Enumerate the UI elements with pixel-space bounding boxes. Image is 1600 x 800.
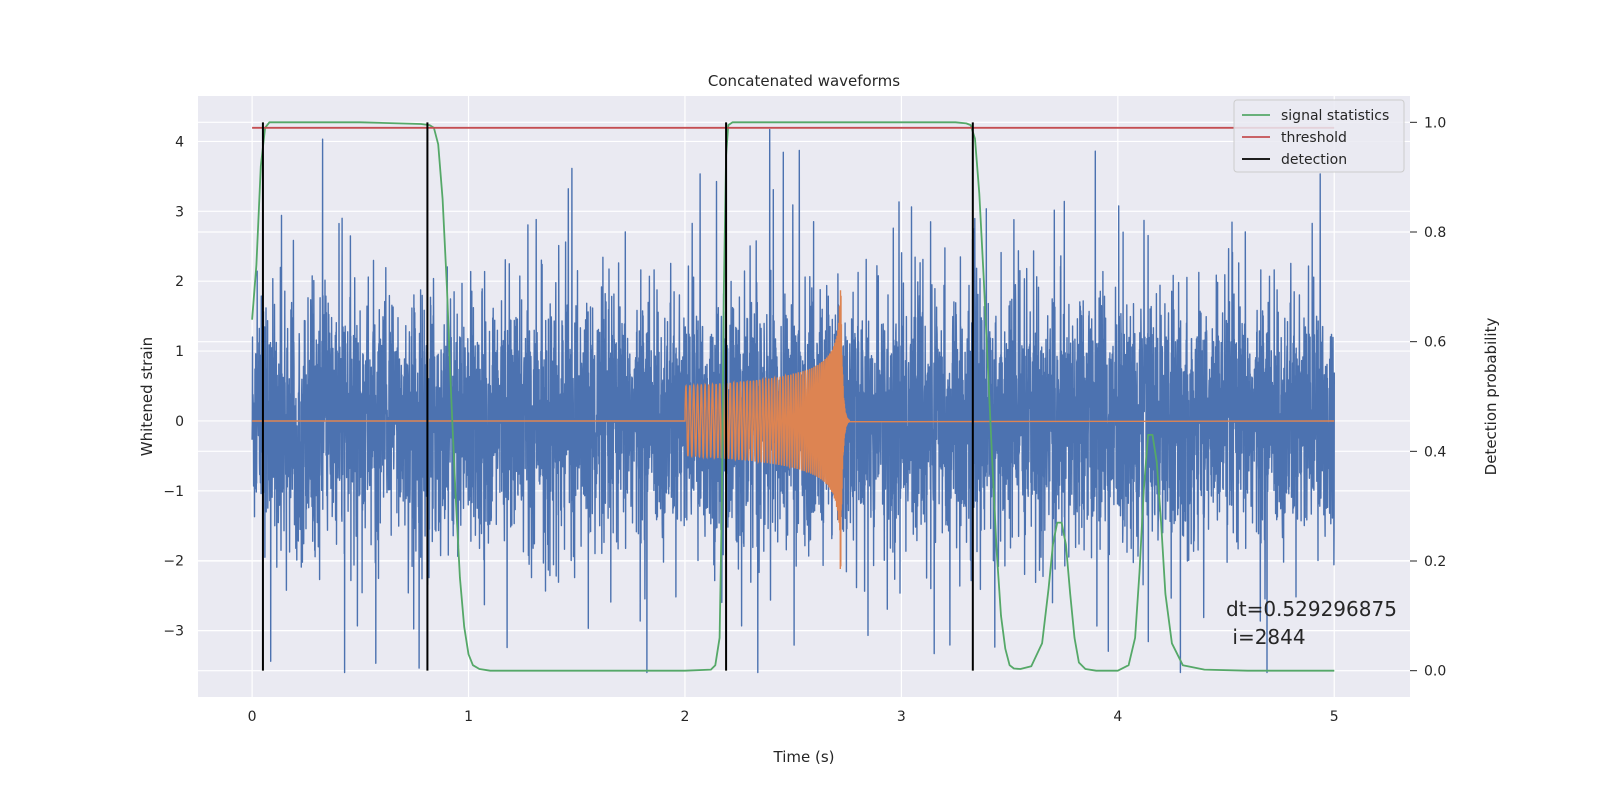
- y-tick-label: 4: [175, 134, 184, 150]
- x-tick-label: 1: [464, 709, 473, 725]
- x-tick-label: 3: [897, 709, 906, 725]
- x-axis: 0 1 2 3 4 5: [248, 709, 1339, 725]
- y-axis-left: −3 −2 −1 0 1 2 3 4: [163, 134, 184, 639]
- y-axis-label: Whitened strain: [138, 337, 156, 456]
- y-tick-label: 2: [175, 274, 184, 290]
- legend-label-signal-statistics: signal statistics: [1281, 108, 1389, 124]
- y2-axis-label: Detection probability: [1482, 318, 1500, 476]
- x-tick-label: 5: [1330, 709, 1339, 725]
- legend-label-threshold: threshold: [1281, 130, 1347, 146]
- y-tick-label: −2: [163, 554, 184, 570]
- y-tick-label: 3: [175, 204, 184, 220]
- y2-tick-label: 0.2: [1424, 554, 1446, 570]
- y2-tick-label: 0.6: [1424, 335, 1446, 351]
- x-tick-label: 4: [1113, 709, 1122, 725]
- annotation: dt=0.529296875 i=2844: [1226, 597, 1397, 649]
- annotation-index: i=2844: [1226, 625, 1306, 649]
- data-layer: [251, 121, 1335, 674]
- series-strain-noise: [251, 128, 1335, 674]
- y-tick-label: 0: [175, 414, 184, 430]
- series-signal-statistics: [251, 121, 1335, 672]
- y2-tick-label: 0.4: [1424, 444, 1446, 460]
- y-tick-label: −1: [163, 484, 184, 500]
- legend: signal statistics threshold detection: [1233, 99, 1405, 173]
- y2-tick-label: 1.0: [1424, 115, 1446, 131]
- annotation-dt: dt=0.529296875: [1226, 597, 1397, 621]
- x-tick-label: 0: [248, 709, 257, 725]
- y2-tick-label: 0.0: [1424, 664, 1446, 680]
- series-chirp-signal: [252, 290, 1335, 570]
- legend-label-detection: detection: [1281, 152, 1347, 168]
- y-axis-right: 0.0 0.2 0.4 0.6 0.8 1.0: [1410, 115, 1446, 680]
- chart-title: Concatenated waveforms: [708, 72, 900, 90]
- x-axis-label: Time (s): [773, 748, 835, 766]
- legend-box: [1233, 99, 1405, 173]
- y-tick-label: −3: [163, 624, 184, 640]
- y2-tick-label: 0.8: [1424, 225, 1446, 241]
- x-tick-label: 2: [681, 709, 690, 725]
- y-tick-label: 1: [175, 344, 184, 360]
